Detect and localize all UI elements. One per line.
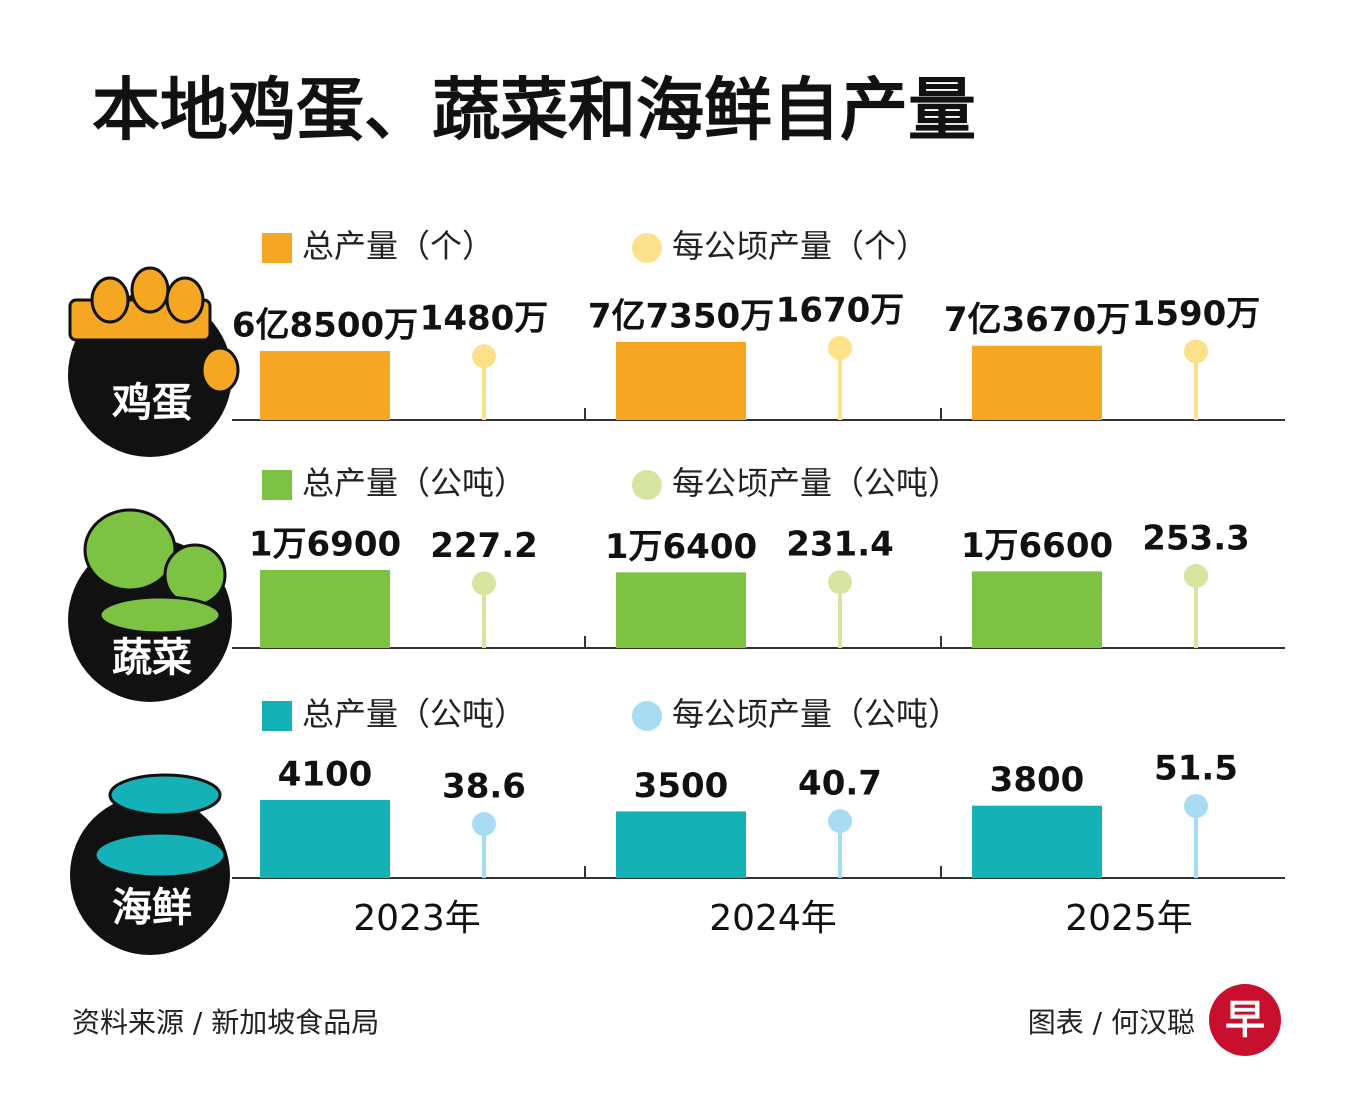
egg <box>130 266 170 314</box>
fish <box>108 773 222 817</box>
row-label: 鸡蛋 <box>112 380 192 426</box>
value-label: 7亿7350万 <box>588 297 774 337</box>
value-label: 1590万 <box>1132 294 1261 334</box>
bar <box>260 350 390 420</box>
legend-label: 每公顷产量（个） <box>672 227 928 265</box>
bar <box>616 342 746 420</box>
logo: 早 <box>1225 997 1265 1043</box>
lollipop-dot <box>472 344 496 369</box>
egg <box>165 276 205 324</box>
bar <box>616 811 746 878</box>
fish <box>93 831 227 879</box>
lollipop-dot <box>828 336 852 360</box>
carrot <box>98 595 222 635</box>
legend-swatch <box>632 233 662 263</box>
value-label: 227.2 <box>430 526 538 566</box>
value-label: 1万6900 <box>249 525 401 565</box>
value-label: 51.5 <box>1154 749 1238 789</box>
bar <box>972 345 1102 420</box>
lollipop-dot <box>828 809 852 834</box>
value-label: 6亿8500万 <box>232 305 418 345</box>
row-label: 海鲜 <box>112 885 192 931</box>
value-label: 7亿3670万 <box>944 300 1130 340</box>
lollipop-dot <box>1184 339 1208 364</box>
legend-swatch <box>632 470 662 500</box>
logo-badge <box>1209 984 1281 1056</box>
lollipop-dot <box>472 571 496 596</box>
value-label: 3500 <box>634 766 729 806</box>
lollipop-dot <box>1184 794 1208 818</box>
value-label: 253.3 <box>1142 519 1250 559</box>
value-label: 38.6 <box>442 767 526 807</box>
value-label: 1万6400 <box>605 527 757 567</box>
x-tick-label: 2025年 <box>1065 898 1193 939</box>
legend-label: 总产量（个） <box>302 227 494 265</box>
bar <box>972 805 1102 878</box>
legend-label: 总产量（公吨） <box>302 695 526 733</box>
x-tick-label: 2023年 <box>353 898 481 939</box>
lollipop-dot <box>1184 564 1208 588</box>
value-label: 4100 <box>278 755 373 795</box>
legend-swatch <box>262 701 292 731</box>
leaf <box>83 508 177 592</box>
title: 本地鸡蛋、蔬菜和海鲜自产量 <box>92 72 976 151</box>
value-label: 1万6600 <box>961 526 1113 566</box>
egg <box>200 346 240 394</box>
lollipop-dot <box>828 570 852 595</box>
bar <box>616 572 746 648</box>
legend-label: 总产量（公吨） <box>302 464 526 502</box>
row-label: 蔬菜 <box>112 635 192 681</box>
legend-swatch <box>262 233 292 263</box>
lollipop-dot <box>472 812 496 837</box>
credit: 图表 / 何汉聪 <box>1028 1006 1195 1039</box>
value-label: 231.4 <box>786 525 894 565</box>
value-label: 1670万 <box>776 291 905 331</box>
value-label: 1480万 <box>420 299 549 339</box>
bar <box>260 800 390 878</box>
legend-swatch <box>632 701 662 731</box>
legend-swatch <box>262 470 292 500</box>
x-tick-label: 2024年 <box>709 898 837 939</box>
bar <box>260 570 390 648</box>
icons <box>68 266 240 955</box>
source: 资料来源 / 新加坡食品局 <box>72 1006 379 1039</box>
egg <box>90 276 130 324</box>
value-label: 40.7 <box>798 764 882 804</box>
value-label: 3800 <box>990 760 1085 800</box>
legend-label: 每公顷产量（公吨） <box>672 464 960 502</box>
legend-label: 每公顷产量（公吨） <box>672 695 960 733</box>
bar <box>972 571 1102 648</box>
